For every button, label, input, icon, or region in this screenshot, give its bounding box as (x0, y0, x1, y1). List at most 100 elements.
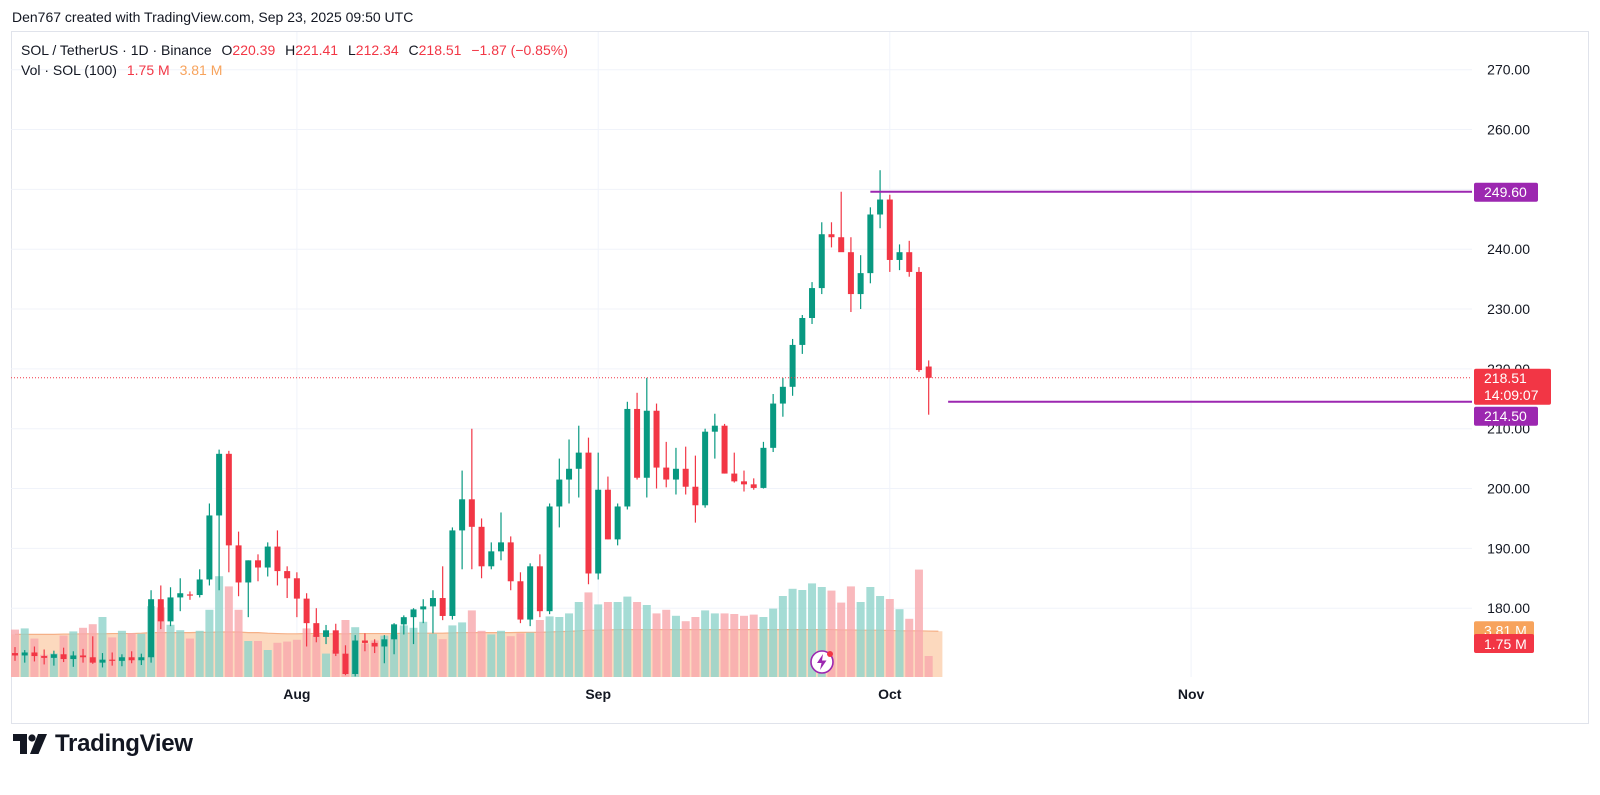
candle-body (157, 599, 164, 622)
volume-bar (924, 656, 933, 677)
volume-bar (574, 602, 583, 677)
candle-body (799, 318, 806, 345)
volume-bar (224, 586, 233, 677)
volume-bar (283, 641, 292, 677)
volume-bar (506, 636, 515, 677)
low-value: 212.34 (355, 42, 399, 58)
volume-bar (730, 614, 739, 677)
volume-bar (633, 602, 642, 677)
time-tick-label: Aug (283, 686, 310, 702)
volume-bar (895, 609, 904, 677)
candle-body (109, 659, 116, 661)
volume-bar (409, 627, 418, 677)
lightning-icon (810, 650, 834, 674)
volume-bar (701, 610, 710, 677)
current-price-badge-text: 218.51 (1484, 370, 1527, 386)
price-chart[interactable]: 270.00260.00250.00240.00230.00220.00210.… (0, 0, 1600, 735)
candle-body (789, 344, 796, 387)
volume-bar (215, 576, 224, 677)
price-tick-label: 270.00 (1487, 62, 1530, 78)
candle-body (498, 542, 504, 552)
volume-bar (866, 587, 875, 677)
candle-body (274, 546, 281, 572)
time-tick-label: Sep (585, 686, 611, 702)
candle-body (41, 656, 48, 658)
candle-body (381, 639, 388, 647)
time-axis: Aug Sep Oct Nov (283, 686, 1204, 702)
candle-body (877, 199, 884, 215)
candle-body (906, 252, 913, 272)
level-badge (1474, 182, 1538, 202)
candle-body (847, 252, 854, 295)
volume-bar (322, 653, 331, 677)
current-price-badge-text: 14:09:07 (1484, 387, 1539, 403)
chart-attribution: Den767 created with TradingView.com, Sep… (12, 9, 414, 25)
candle-body (731, 473, 738, 482)
candle-body (653, 410, 660, 468)
volume-bar (98, 617, 107, 677)
candle-body (925, 366, 932, 378)
volume-bar (710, 613, 719, 677)
tradingview-logo-icon (13, 734, 47, 754)
candle-body (245, 560, 252, 583)
tradingview-logo[interactable]: TradingView (13, 730, 193, 758)
ohlc-legend[interactable]: SOL / TetherUS · 1D · Binance O220.39 H2… (21, 42, 568, 58)
volume-bar (526, 632, 535, 677)
candle-body (323, 630, 330, 637)
candle-body (371, 642, 378, 647)
candle-body (342, 653, 349, 675)
candle-body (148, 599, 155, 658)
candle-body (886, 199, 893, 260)
candle-body (459, 499, 466, 531)
volume-bar (117, 630, 126, 677)
candle-body (99, 659, 106, 663)
volume-bar (885, 599, 894, 677)
volume-bar (185, 638, 194, 677)
candle-body (809, 288, 816, 319)
candle-body (507, 542, 514, 582)
volume-bar (390, 634, 399, 677)
chart-grid (11, 32, 1472, 677)
volume-bar (156, 607, 165, 677)
volume-bar (419, 621, 428, 677)
close-label: C (408, 42, 419, 58)
price-tick-label: 200.00 (1487, 481, 1530, 497)
volume-bar (613, 602, 622, 677)
candle-body (21, 652, 28, 656)
candle-body (595, 489, 602, 574)
candle-body (284, 571, 291, 579)
time-tick-label: Nov (1178, 686, 1205, 702)
candle-body (527, 566, 534, 620)
price-tick-label: 260.00 (1487, 122, 1530, 138)
candle-body (80, 655, 87, 658)
volume-bar (827, 590, 836, 677)
volume-bar (273, 642, 282, 677)
candle-body (604, 489, 611, 540)
candle-body (556, 479, 563, 507)
candle-body (682, 468, 689, 487)
volume-bar (545, 616, 554, 677)
open-value: 220.39 (232, 42, 276, 58)
volume-bar (428, 633, 437, 677)
volume-bar (195, 630, 204, 677)
volume-bar (691, 617, 700, 677)
volume-bar (458, 622, 467, 677)
candlesticks (12, 170, 932, 677)
candle-body (643, 410, 650, 478)
price-tick-label: 240.00 (1487, 241, 1530, 257)
volume-bar (399, 625, 408, 677)
candle-body (216, 453, 223, 516)
volume-legend[interactable]: Vol · SOL (100) 1.75 M 3.81 M (21, 62, 222, 78)
lightning-icon-bolt (817, 654, 827, 670)
volume-bar (720, 613, 729, 677)
volume-bar (778, 596, 787, 677)
candle-body (206, 515, 213, 580)
volume-bar (662, 609, 671, 677)
candle-body (624, 408, 631, 507)
volume-bar (681, 621, 690, 677)
volume-bar (846, 586, 855, 677)
candle-body (420, 606, 427, 610)
candle-body (566, 468, 573, 480)
candle-body (614, 506, 621, 540)
volume-bar (759, 617, 768, 677)
